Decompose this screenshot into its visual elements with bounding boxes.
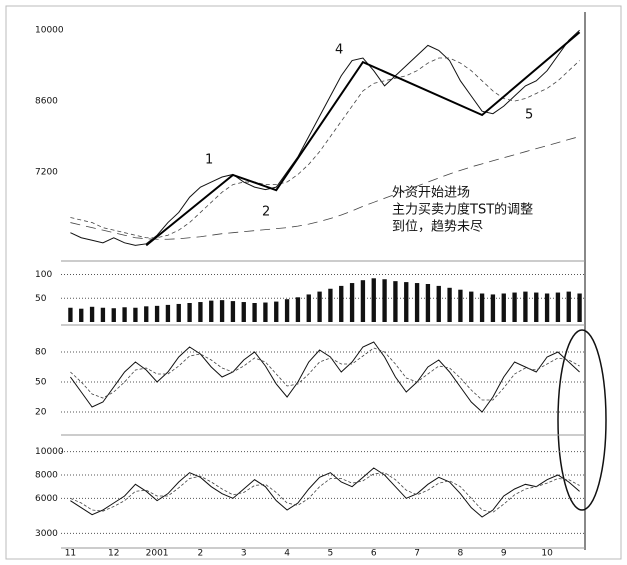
volume-bar <box>393 281 398 322</box>
series-line <box>70 467 580 518</box>
y-tick-label: 6000 <box>35 494 58 504</box>
volume-bar <box>479 293 485 322</box>
volume-bar <box>79 308 84 322</box>
volume-bar <box>241 302 246 322</box>
volume-bar <box>490 294 496 322</box>
series-line <box>70 347 580 401</box>
volume-bar <box>523 291 528 322</box>
series-line <box>70 29 580 246</box>
y-tick-label: 8000 <box>35 471 58 481</box>
volume-bar <box>144 306 149 322</box>
volume-bar <box>198 302 203 322</box>
volume-bar <box>89 306 95 322</box>
volume-bar <box>68 307 73 322</box>
x-tick-label: 6 <box>371 549 377 559</box>
volume-bar <box>501 293 506 322</box>
y-tick-label: 50 <box>35 378 47 388</box>
y-tick-label: 50 <box>35 294 47 304</box>
x-tick-label: 5 <box>328 549 334 559</box>
annotation: 主力买卖力度TST的调整 <box>392 202 533 218</box>
annotation: 到位，趋势未尽 <box>392 219 483 235</box>
wave-label: 5 <box>525 108 533 123</box>
volume-bar <box>317 291 322 322</box>
volume-bar <box>230 301 236 322</box>
wave-label: 1 <box>205 153 213 168</box>
y-tick-label: 8600 <box>35 97 58 107</box>
volume-bar <box>360 280 366 322</box>
y-tick-label: 10000 <box>35 447 64 457</box>
volume-bar <box>295 297 301 322</box>
volume-bar <box>414 283 420 322</box>
series-line <box>70 341 580 413</box>
x-tick-label: 11 <box>65 549 76 559</box>
x-tick-label: 3 <box>241 549 247 559</box>
volume-bar <box>555 292 561 322</box>
x-tick-label: 8 <box>458 549 464 559</box>
volume-bar <box>577 293 582 322</box>
x-tick-label: 10 <box>541 549 553 559</box>
y-tick-label: 80 <box>35 348 47 358</box>
y-tick-label: 20 <box>35 408 47 418</box>
volume-bar <box>100 307 106 322</box>
y-tick-label: 3000 <box>35 529 58 539</box>
x-tick-label: 2001 <box>146 549 169 559</box>
wave-line <box>145 31 581 247</box>
volume-bar <box>458 289 463 322</box>
volume-bar <box>328 288 333 322</box>
volume-bar <box>111 308 116 322</box>
volume-bar <box>165 304 171 322</box>
x-tick-label: 12 <box>108 549 119 559</box>
volume-bar <box>534 292 539 322</box>
x-tick-label: 9 <box>501 549 507 559</box>
volume-bar <box>176 303 181 322</box>
annotation: 外资开始进场 <box>392 186 470 201</box>
volume-bar <box>219 300 225 322</box>
volume-bar <box>544 293 550 322</box>
x-tick-label: 2 <box>198 549 204 559</box>
wave-label: 2 <box>262 205 270 220</box>
volume-bar <box>469 291 474 322</box>
y-tick-label: 7200 <box>35 167 58 177</box>
volume-bar <box>252 303 257 322</box>
volume-bar <box>436 285 441 322</box>
x-tick-label: 4 <box>284 549 290 559</box>
volume-bar <box>349 283 355 322</box>
volume-bar <box>209 300 214 322</box>
volume-bar <box>306 294 311 322</box>
x-tick-label: 7 <box>414 549 420 559</box>
wave-label: 4 <box>335 43 343 58</box>
volume-bar <box>133 307 138 322</box>
volume-bar <box>382 279 387 322</box>
frame <box>5 5 622 560</box>
volume-bar <box>154 305 160 322</box>
volume-bar <box>263 302 268 322</box>
y-tick-label: 100 <box>35 270 52 280</box>
volume-bar <box>425 284 431 322</box>
highlight-ellipse <box>557 329 607 511</box>
volume-bar <box>122 307 127 322</box>
volume-bar <box>284 299 290 322</box>
volume-bar <box>339 285 344 322</box>
series-line <box>70 472 580 513</box>
y-tick-label: 10000 <box>35 26 64 36</box>
volume-bar <box>447 287 452 322</box>
volume-bar <box>187 303 192 322</box>
volume-bar <box>274 301 279 322</box>
volume-bar <box>566 291 571 322</box>
volume-bar <box>512 292 517 322</box>
volume-bar <box>404 282 409 322</box>
volume-bar <box>371 278 376 322</box>
